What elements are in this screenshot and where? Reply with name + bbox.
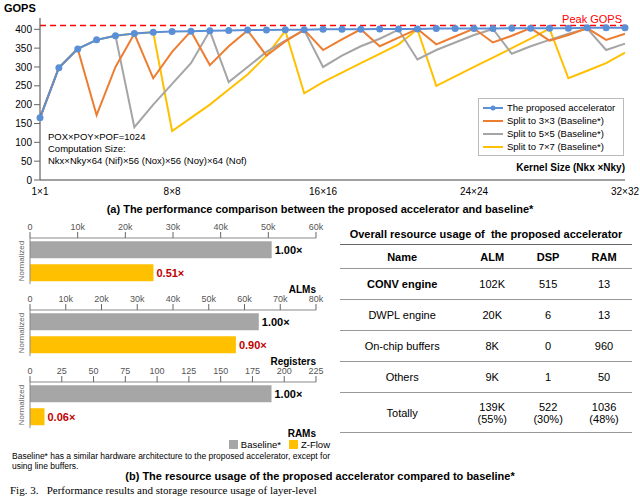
svg-text:225: 225	[308, 366, 323, 376]
html-text:8K: 8K	[485, 340, 499, 352]
html-text:GOPS: GOPS	[4, 2, 36, 14]
html-text:Others: Others	[385, 371, 419, 383]
html-text:Computation Size:: Computation Size:	[48, 143, 126, 154]
svg-text:350: 350	[15, 43, 32, 54]
svg-text:1.00×: 1.00×	[275, 388, 303, 400]
svg-text:0: 0	[26, 175, 32, 186]
html-text:Kernel Size (Nkx ×Nky): Kernel Size (Nkx ×Nky)	[516, 162, 625, 173]
svg-text:400: 400	[15, 24, 32, 35]
html-text:Name: Name	[387, 250, 418, 263]
svg-text:1.00×: 1.00×	[275, 244, 303, 256]
svg-text:0.90×: 0.90×	[239, 339, 267, 351]
svg-text:50: 50	[89, 366, 99, 376]
svg-text:10k: 10k	[58, 294, 73, 304]
html-text:139K (55%): 139K (55%)	[477, 400, 507, 425]
html-text:DWPL engine: DWPL engine	[368, 309, 436, 321]
svg-text:Normalized: Normalized	[17, 313, 26, 353]
html-text:102K: 102K	[479, 278, 506, 290]
html-text:960: 960	[594, 340, 614, 352]
svg-text:60k: 60k	[237, 294, 252, 304]
svg-text:150: 150	[213, 366, 228, 376]
svg-text:125: 125	[181, 366, 196, 376]
svg-text:30k: 30k	[166, 222, 181, 232]
svg-text:Normalized: Normalized	[17, 385, 26, 425]
html-text:6: 6	[545, 309, 552, 321]
html-text:(a) The performance comparison: (a) The performance comparison between t…	[106, 203, 534, 215]
html-text:CONV engine: CONV engine	[367, 278, 438, 290]
svg-text:300: 300	[15, 62, 32, 73]
svg-text:0: 0	[27, 294, 32, 304]
svg-text:32×32: 32×32	[611, 186, 632, 197]
svg-text:30k: 30k	[130, 294, 145, 304]
html-text:Z-Flow: Z-Flow	[301, 439, 330, 450]
html-text:Overall resource usage of the: Overall resource usage of the proposed a…	[349, 228, 623, 240]
svg-text:175: 175	[245, 366, 260, 376]
html-text:Totally: Totally	[386, 406, 418, 419]
svg-text:200: 200	[15, 99, 32, 110]
html-text:522 (30%): 522 (30%)	[533, 400, 563, 425]
html-text:1: 1	[545, 371, 552, 383]
svg-text:50: 50	[21, 156, 33, 167]
html-text:RAM: RAM	[591, 250, 617, 263]
html-text:(b) The resource usage of the: (b) The resource usage of the proposed a…	[125, 470, 515, 482]
html-text:Split to 7×7 (Baseline*): Split to 7×7 (Baseline*)	[507, 141, 604, 152]
svg-text:1×1: 1×1	[32, 186, 49, 197]
html-text:The proposed accelerator: The proposed accelerator	[507, 102, 616, 113]
html-text:On-chip buffers: On-chip buffers	[364, 340, 440, 352]
svg-text:1.00×: 1.00×	[262, 316, 290, 328]
svg-text:0: 0	[27, 222, 32, 232]
svg-text:10k: 10k	[70, 222, 85, 232]
svg-text:70k: 70k	[273, 294, 288, 304]
html-text:1036 (48%): 1036 (48%)	[589, 400, 619, 425]
html-text:515: 515	[538, 278, 558, 290]
svg-text:40k: 40k	[166, 294, 181, 304]
svg-text:100: 100	[150, 366, 165, 376]
svg-text:20k: 20k	[118, 222, 133, 232]
html-text:Split to 5×5 (Baseline*): Split to 5×5 (Baseline*)	[507, 128, 604, 139]
html-text:Nkx×Nky×64 (Nif)×56 (Nox)×56 (: Nkx×Nky×64 (Nif)×56 (Nox)×56 (Noy)×64 (N…	[48, 155, 247, 166]
svg-text:50k: 50k	[201, 294, 216, 304]
svg-text:100: 100	[15, 137, 32, 148]
svg-text:20k: 20k	[94, 294, 109, 304]
html-text:20K: 20K	[482, 309, 502, 321]
svg-text:40k: 40k	[213, 222, 228, 232]
svg-text:Normalized: Normalized	[17, 241, 26, 281]
svg-text:60k: 60k	[309, 222, 324, 232]
html-text:0: 0	[545, 340, 552, 352]
svg-text:75: 75	[120, 366, 130, 376]
html-text:9K: 9K	[485, 371, 499, 383]
svg-text:24×24: 24×24	[460, 186, 489, 197]
html-text:Baseline*: Baseline*	[240, 439, 281, 450]
svg-text:0.06×: 0.06×	[47, 411, 75, 423]
html-text:Split to 3×3 (Baseline*): Split to 3×3 (Baseline*)	[507, 115, 604, 126]
svg-text:200: 200	[277, 366, 292, 376]
html-text:Baseline* has a similar hardwa: Baseline* has a similar hardware archite…	[12, 451, 330, 471]
html-text:Fig. 3. Performance results an: Fig. 3. Performance results and storage …	[10, 484, 317, 496]
svg-text:80k: 80k	[309, 294, 324, 304]
html-text:50: 50	[597, 371, 611, 383]
svg-text:250: 250	[15, 80, 32, 91]
html-text:13: 13	[597, 278, 611, 290]
html-text:RAMs: RAMs	[287, 428, 316, 439]
html-text:13: 13	[597, 309, 611, 321]
svg-text:25: 25	[57, 366, 67, 376]
html-text:POX×POY×POF=1024: POX×POY×POF=1024	[48, 131, 146, 142]
svg-text:Peak GOPS: Peak GOPS	[562, 13, 622, 25]
html-text:ALMs: ALMs	[288, 284, 316, 295]
html-text:DSP: DSP	[536, 250, 560, 263]
svg-text:150: 150	[15, 118, 32, 129]
svg-text:0.51×: 0.51×	[156, 267, 184, 279]
html-text:Registers: Registers	[270, 356, 316, 367]
html-text:ALM: ALM	[480, 250, 505, 263]
svg-text:50k: 50k	[261, 222, 276, 232]
svg-text:8×8: 8×8	[164, 186, 181, 197]
svg-text:0: 0	[27, 366, 32, 376]
svg-text:16×16: 16×16	[309, 186, 338, 197]
